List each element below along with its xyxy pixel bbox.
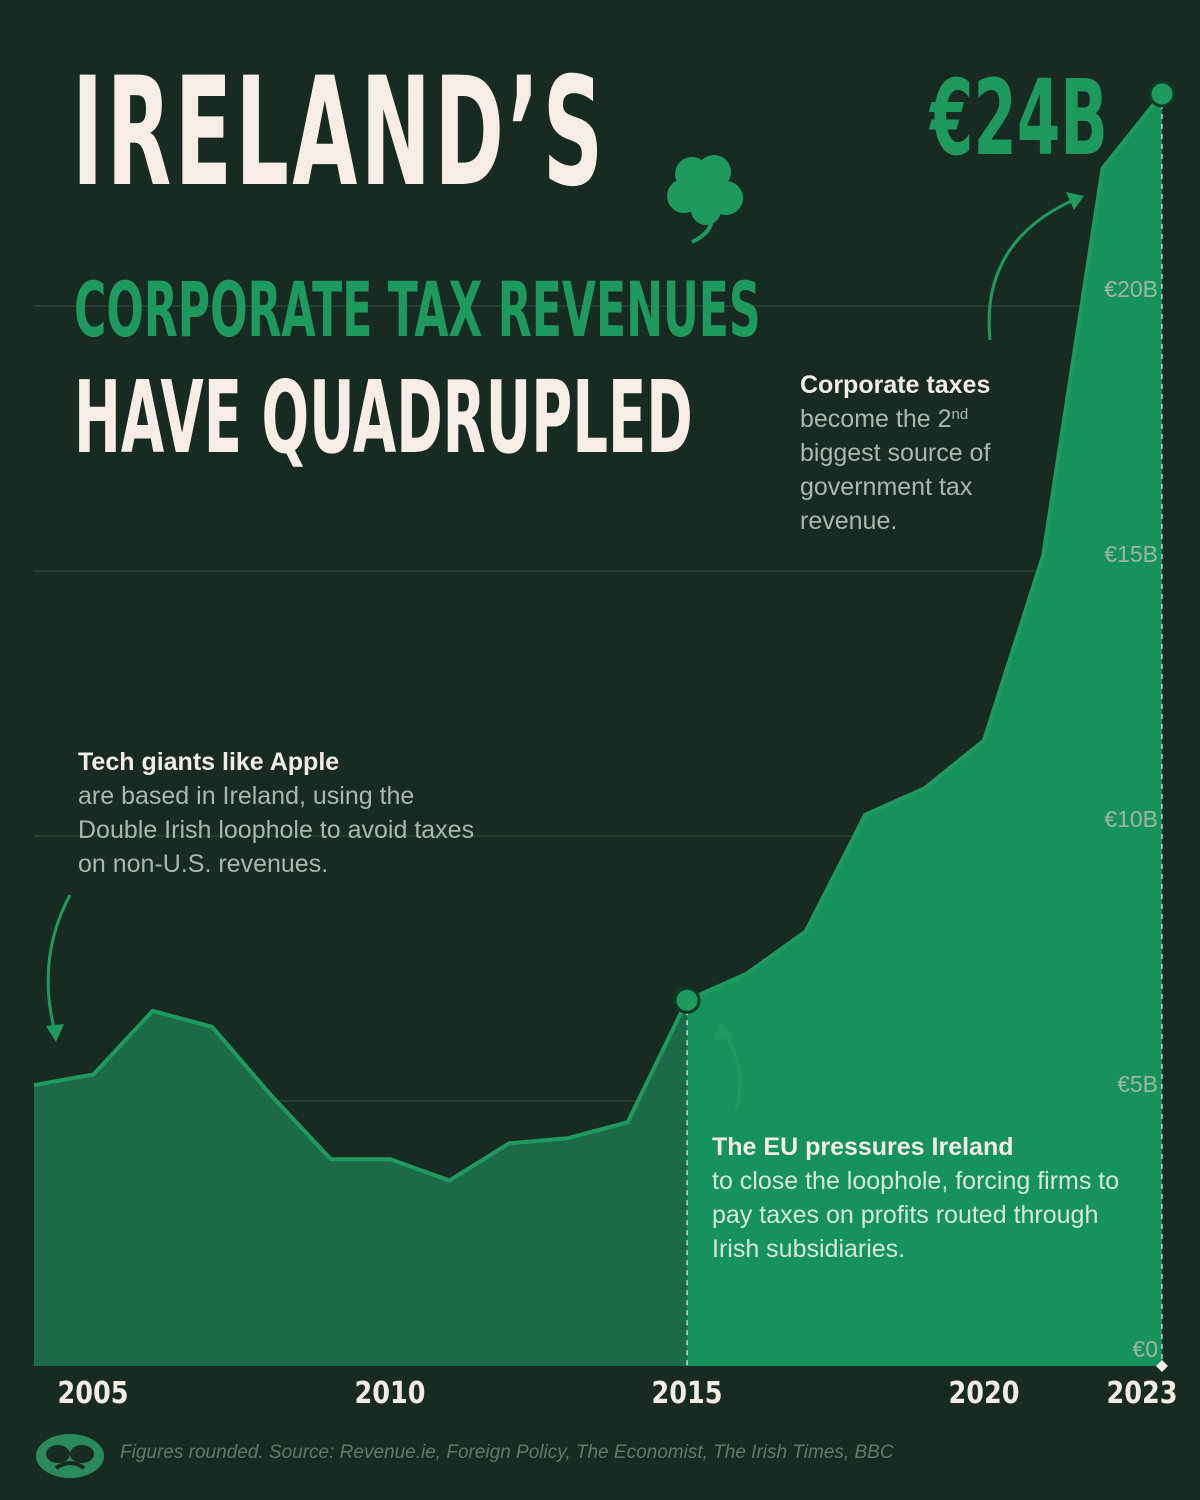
annotation-corporate: Corporate taxes become the 2nd biggest s… [800,368,1040,538]
arrow-eu [722,1031,742,1111]
annotation-corporate-body-post: biggest source of government tax revenue… [800,439,991,535]
annotation-eu-body: to close the loophole, forcing firms to … [712,1167,1120,1263]
source-note: Figures rounded. Source: Revenue.ie, For… [120,1442,894,1463]
annotation-eu-heading: The EU pressures Ireland [712,1133,1014,1161]
x-tick-label: 2020 [948,1376,1020,1411]
page-subtitle: CORPORATE TAX REVENUES [74,265,761,354]
y-tick-label: €15B [1104,541,1158,567]
y-tick-label: €5B [1117,1071,1158,1097]
x-tick-label: 2015 [651,1376,723,1411]
y-tick-label: €20B [1104,276,1158,302]
annotation-apple-body: are based in Ireland, using the Double I… [78,782,475,878]
baseline-marker [1156,1360,1168,1372]
logo-icon [36,1434,104,1478]
area-fill-before-2015 [34,1000,688,1366]
x-tick-label: 2023 [1106,1376,1178,1411]
arrow-apple [46,894,72,1037]
annotation-eu: The EU pressures Ireland to close the lo… [712,1130,1152,1266]
arrow-apple-head [46,1024,64,1042]
arrow-eu-head [714,1022,734,1040]
shamrock-icon [667,155,743,244]
x-tick-label: 2010 [354,1376,426,1411]
area-fill-after-2015 [687,94,1162,1366]
data-point [673,986,701,1014]
arrow-corp-head [1066,192,1084,210]
peak-value-label: €24B [930,57,1108,179]
annotation-corporate-heading: Corporate taxes [800,371,991,399]
annotation-corporate-sup: nd [951,406,969,423]
y-tick-label: €0 [1132,1336,1158,1362]
annotation-apple: Tech giants like Apple are based in Irel… [78,745,498,881]
page-title: IRELAND’S [72,46,607,220]
series-line [33,92,1164,1183]
title-block: IRELAND’S [72,58,1027,208]
y-tick-label: €10B [1104,806,1158,832]
page-subtitle-2: HAVE QUADRUPLED [74,359,693,476]
data-point [1148,80,1176,108]
x-tick-label: 2005 [57,1376,129,1411]
arrow-corp [987,196,1079,341]
annotation-apple-heading: Tech giants like Apple [78,748,340,776]
annotation-corporate-body-pre: become the 2 [800,405,952,433]
